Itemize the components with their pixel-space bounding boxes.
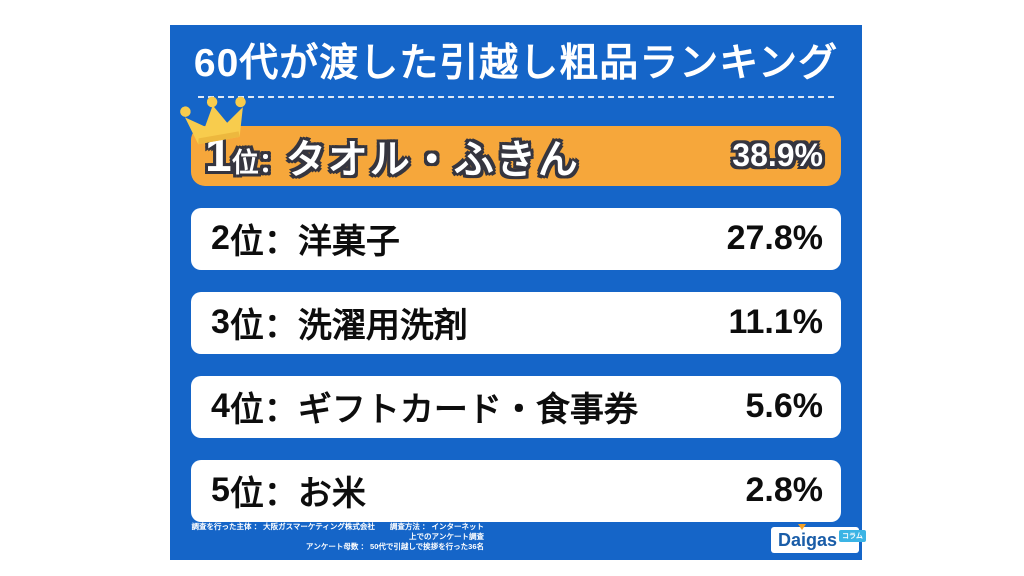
ranking-row-4: 4 位： ギフトカード・食事券 5.6% <box>191 375 841 438</box>
ranking-card: 60代が渡した引越し粗品ランキング 1 位： タオル・ふきん 38.9% 2 位… <box>170 25 866 560</box>
rank-label: お米 <box>297 475 366 514</box>
rank-suffix: 位： <box>229 391 298 430</box>
ranking-row-3: 3 位： 洗濯用洗剤 11.1% <box>191 291 841 354</box>
ranking-row-5: 5 位： お米 2.8% <box>191 459 841 522</box>
rank-label: 洋菓子 <box>297 223 400 262</box>
rank-value: 27.8% <box>726 219 823 258</box>
rank-suffix: 位： <box>229 475 298 514</box>
survey-note-line2: アンケート母数 ： 50代で引越しで挨拶を行った36名 <box>305 542 484 551</box>
daigas-logo-i-dot-icon <box>798 524 806 530</box>
rank-label: 洗濯用洗剤 <box>297 307 468 346</box>
survey-note-line1: 調査を行った主体 ： 大阪ガスマーケティング株式会社 調査方法 ： インターネッ… <box>191 522 484 541</box>
rank-label: タオル・ふきん <box>285 137 580 182</box>
rank-number: 3 <box>211 303 230 342</box>
ranking-row-2: 2 位： 洋菓子 27.8% <box>191 207 841 270</box>
rank-number: 4 <box>211 387 230 426</box>
daigas-column-badge: コラム <box>839 530 866 542</box>
ranking-row-1: 1 位： タオル・ふきん 38.9% <box>180 96 841 186</box>
rank-suffix: 位： <box>229 223 298 262</box>
rank-suffix: 位： <box>231 148 286 179</box>
rank-number: 2 <box>211 219 230 258</box>
ranking-list: 1 位： タオル・ふきん 38.9% 2 位： 洋菓子 27.8% 3 位： 洗… <box>180 96 841 522</box>
rank-value: 5.6% <box>745 387 824 426</box>
rank-value: 11.1% <box>728 303 823 342</box>
rank-value: 2.8% <box>745 471 824 510</box>
rank-label: ギフトカード・食事券 <box>297 391 638 430</box>
rank-value: 38.9% <box>732 137 823 174</box>
rank-number: 5 <box>211 471 230 510</box>
crown-icon <box>177 90 256 157</box>
daigas-logo: Daigas コラム <box>771 524 866 553</box>
rank-suffix: 位： <box>229 307 298 346</box>
daigas-logo-text: Daigas <box>778 530 838 550</box>
page-title: 60代が渡した引越し粗品ランキング <box>193 42 839 85</box>
survey-note: 調査を行った主体 ： 大阪ガスマーケティング株式会社 調査方法 ： インターネッ… <box>186 522 484 552</box>
title-divider <box>198 95 834 98</box>
